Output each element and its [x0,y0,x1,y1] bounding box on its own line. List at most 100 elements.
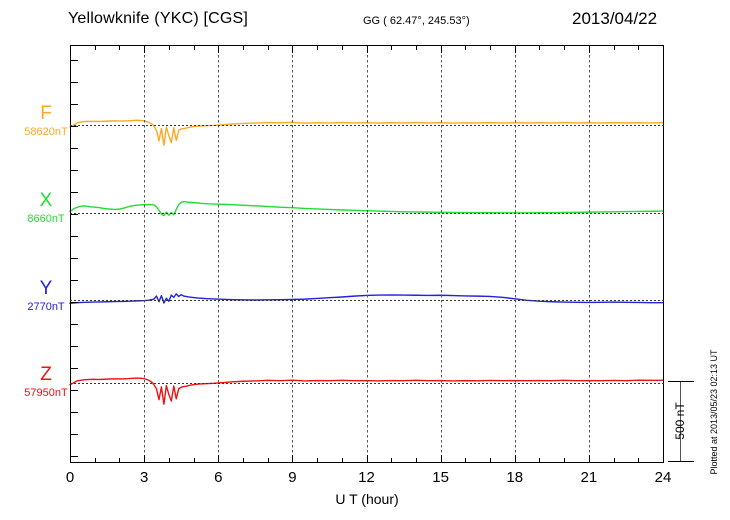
y-axis-tick [70,170,78,171]
tick-bot-hour-10 [317,458,318,463]
plotted-at-timestamp: Plotted at 2013/05/23 02:13 UT [709,349,719,475]
tick-top-hour-16 [465,45,466,50]
y-axis-tick [70,60,78,61]
x-tick-label-12: 12 [358,469,375,486]
gridline-hour-6 [218,45,219,463]
tick-bot-hour-20 [564,458,565,463]
x-axis-title: U T (hour) [335,491,399,507]
scale-bar-stem [680,381,681,462]
y-axis-tick [70,192,78,193]
tick-bot-hour-15 [441,455,442,463]
gridline-hour-21 [589,45,590,463]
tick-bot-hour-0 [70,455,71,463]
tick-bot-hour-24 [663,455,664,463]
x-tick-label-21: 21 [580,469,598,486]
page-title: Yellowknife (YKC) [CGS] [68,10,249,27]
scale-bar-top-cap [668,381,694,382]
component-symbol: Z [40,364,52,385]
component-label-f: F 58620nT [14,104,78,139]
tick-top-hour-13 [391,45,392,50]
tick-top-hour-23 [638,45,639,50]
tick-top-hour-24 [663,45,664,53]
tick-bot-hour-12 [367,455,368,463]
y-axis-tick [70,346,78,347]
x-tick-label-15: 15 [432,469,449,486]
observation-date: 2013/04/22 [572,9,658,28]
tick-top-hour-4 [169,45,170,50]
y-axis-tick [70,214,78,215]
x-tick-label-9: 9 [288,469,297,486]
y-axis-tick [70,148,78,149]
scale-bar-bottom-cap [668,461,694,462]
component-symbol: X [39,190,53,211]
tick-top-hour-8 [268,45,269,50]
y-axis-tick [70,258,78,259]
component-label-x: X 8660nT [14,191,78,226]
tick-top-hour-19 [539,45,540,50]
tick-top-hour-10 [317,45,318,50]
component-symbol: Y [39,278,53,299]
tick-top-hour-3 [144,45,145,53]
gridline-hour-12 [367,45,368,463]
tick-bot-hour-2 [119,458,120,463]
y-axis-tick [70,82,78,83]
y-axis-tick [70,236,78,237]
tick-bot-hour-11 [342,458,343,463]
component-symbol: F [40,103,52,124]
tick-bot-hour-19 [539,458,540,463]
y-axis-tick [70,104,78,105]
tick-top-hour-14 [416,45,417,50]
y-axis-tick [70,324,78,325]
gridline-hour-9 [292,45,293,463]
y-axis-tick [70,280,78,281]
tick-top-hour-6 [218,45,219,53]
tick-top-hour-12 [367,45,368,53]
trace-x [69,200,664,217]
tick-bot-hour-4 [169,458,170,463]
component-baseline-value: 57950nT [24,387,68,399]
x-tick-label-0: 0 [65,469,75,486]
x-tick-label-3: 3 [139,469,149,486]
geographic-coordinates: GG ( 62.47°, 245.53°) [363,15,470,27]
component-baseline-value: 2770nT [27,301,65,313]
component-label-y: Y 2770nT [14,279,78,314]
x-tick-label-18: 18 [506,469,524,486]
tick-top-hour-2 [119,45,120,50]
tick-top-hour-0 [70,45,71,53]
tick-bot-hour-21 [589,455,590,463]
tick-bot-hour-23 [638,458,639,463]
tick-top-hour-11 [342,45,343,50]
tick-bot-hour-18 [515,455,516,463]
tick-bot-hour-5 [194,458,195,463]
tick-bot-hour-16 [465,458,466,463]
tick-top-hour-15 [441,45,442,53]
tick-top-hour-20 [564,45,565,50]
tick-bot-hour-6 [218,455,219,463]
y-axis-tick [70,302,78,303]
tick-top-hour-17 [490,45,491,50]
tick-bot-hour-8 [268,458,269,463]
baseline-z [70,383,664,384]
baseline-x [70,213,664,214]
tick-top-hour-9 [292,45,293,53]
tick-bot-hour-9 [292,455,293,463]
trace-f [69,119,664,146]
tick-top-hour-22 [614,45,615,50]
component-baseline-value: 8660nT [27,213,65,225]
tick-top-hour-21 [589,45,590,53]
gridline-hour-18 [515,45,516,463]
magnetogram-plot-area [69,45,664,463]
axis-left-frame [70,45,71,463]
y-axis-tick [70,368,78,369]
scale-bar-label: 500 nT [673,402,687,440]
tick-bot-hour-13 [391,458,392,463]
tick-top-hour-7 [243,45,244,50]
tick-bot-hour-17 [490,458,491,463]
tick-top-hour-1 [95,45,96,50]
axis-right-frame [663,45,664,463]
tick-bot-hour-3 [144,455,145,463]
baseline-y [70,300,664,301]
gridline-hour-15 [441,45,442,463]
tick-top-hour-18 [515,45,516,53]
